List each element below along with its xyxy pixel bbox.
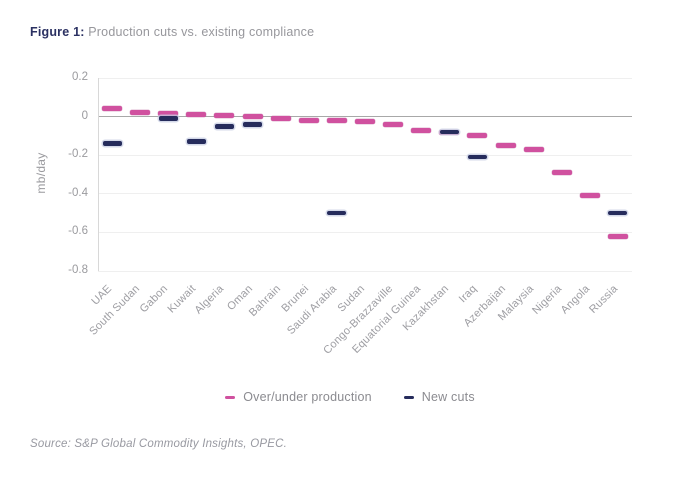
figure-title-text: Production cuts vs. existing compliance [84,25,315,39]
marker-over-under-production [158,111,179,117]
zero-line [98,116,632,118]
gridline [98,231,632,233]
marker-over-under-production [551,170,572,176]
marker-over-under-production [383,121,404,127]
y-axis-label: mb/day [34,151,48,194]
marker-over-under-production [495,143,516,149]
y-tick-label: -0.6 [68,225,88,238]
marker-over-under-production [411,127,432,133]
marker-over-under-production [355,118,375,124]
marker-over-under-production [270,116,291,122]
marker-new-cuts [214,124,234,129]
marker-over-under-production [242,114,263,120]
y-axis-line [98,78,99,271]
marker-over-under-production [186,112,207,118]
legend-label: Over/under production [243,390,372,404]
figure-title: Figure 1: Production cuts vs. existing c… [30,25,314,39]
legend-item-over-under-production: Over/under production [225,390,372,404]
marker-over-under-production [523,146,544,152]
legend-item-new-cuts: New cuts [403,390,475,404]
legend-label: New cuts [421,390,475,404]
navy-dash-icon [403,395,414,399]
marker-over-under-production [579,193,600,199]
gridline [98,270,632,272]
marker-over-under-production [467,133,488,139]
y-tick-label: 0.2 [72,71,88,83]
gridline [98,77,632,79]
marker-new-cuts [327,210,347,216]
gridline [98,193,632,195]
y-tick-label: -0.8 [68,264,88,276]
marker-new-cuts [243,122,263,127]
source-note: Source: S&P Global Commodity Insights, O… [30,438,287,450]
figure-label: Figure 1: [30,25,85,39]
marker-over-under-production [102,106,123,112]
marker-new-cuts [158,116,178,121]
y-tick-label: 0 [81,109,88,122]
marker-over-under-production [607,233,628,239]
marker-over-under-production [214,113,235,119]
marker-over-under-production [298,117,319,123]
marker-new-cuts [186,139,206,144]
marker-new-cuts [608,210,628,216]
pink-dash-icon [225,395,236,399]
marker-new-cuts [102,141,122,146]
marker-new-cuts [467,154,487,160]
marker-new-cuts [439,129,459,135]
y-tick-label: -0.2 [68,148,88,161]
chart-legend: Over/under production New cuts [0,390,700,404]
marker-over-under-production [130,110,151,116]
marker-over-under-production [326,117,347,123]
gridline [98,154,632,156]
y-tick-label: -0.4 [68,186,88,199]
